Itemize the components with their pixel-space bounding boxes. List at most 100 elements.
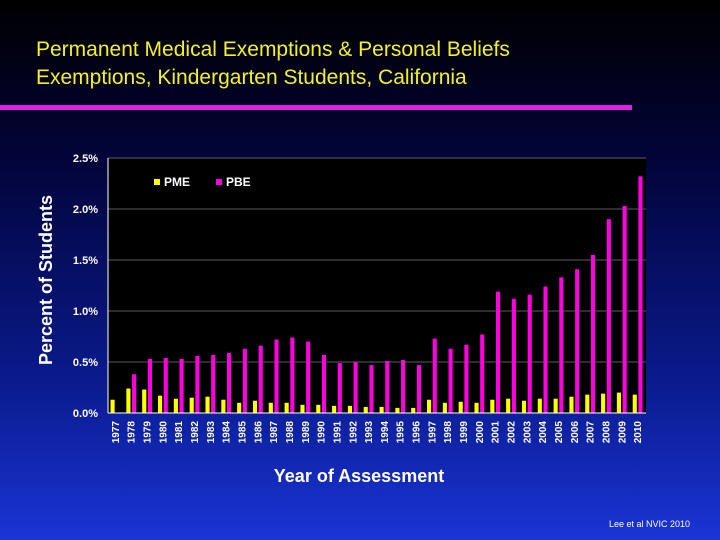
x-tick-label: 1984 bbox=[222, 421, 233, 444]
legend-swatch bbox=[154, 179, 160, 185]
source-citation: Lee et al NVIC 2010 bbox=[608, 519, 690, 529]
bar-pbe bbox=[179, 358, 184, 413]
bar-pme bbox=[158, 395, 163, 413]
bar-pbe bbox=[495, 291, 501, 413]
axes bbox=[107, 158, 646, 414]
bar-pbe bbox=[242, 348, 247, 413]
legend-swatch bbox=[216, 179, 222, 185]
x-tick-label: 1992 bbox=[348, 421, 359, 444]
y-tick-label: 1.0% bbox=[73, 306, 98, 318]
x-tick-label: 1977 bbox=[111, 421, 122, 444]
bar-pme bbox=[173, 398, 178, 413]
y-tick-labels: 0.0% 0.5% 1.0% 1.5% 2.0% 2.5% bbox=[73, 153, 98, 420]
bar-pme bbox=[632, 394, 637, 413]
x-tick-label: 2005 bbox=[554, 421, 565, 444]
bar-pbe bbox=[638, 176, 643, 413]
bar-pme bbox=[395, 407, 400, 413]
x-tick-label: 1990 bbox=[317, 421, 328, 444]
bar-pbe bbox=[306, 341, 311, 413]
bar-pbe bbox=[211, 354, 216, 413]
bar-pme bbox=[332, 405, 337, 413]
bar-pme bbox=[585, 394, 590, 413]
bar-pbe bbox=[132, 374, 137, 413]
slide-title-line-2: Exemptions, Kindergarten Students, Calif… bbox=[36, 66, 467, 89]
bars bbox=[110, 176, 643, 413]
bar-pme bbox=[284, 402, 289, 413]
bar-pbe bbox=[321, 354, 327, 413]
x-tick-label: 2008 bbox=[601, 421, 612, 444]
bar-pme bbox=[363, 406, 368, 413]
bar-pme bbox=[601, 393, 606, 413]
bar-pbe bbox=[195, 355, 200, 413]
x-tick-label: 1991 bbox=[332, 421, 343, 444]
legend-label: PME bbox=[164, 175, 190, 189]
bar-pbe bbox=[448, 348, 453, 413]
plot-area bbox=[108, 158, 646, 413]
bar-pbe bbox=[226, 352, 232, 413]
slide-title: Permanent Medical Exemptions & Personal … bbox=[36, 36, 510, 92]
bar-pbe bbox=[480, 334, 485, 413]
x-tick-label: 1995 bbox=[396, 421, 407, 444]
bar-pme bbox=[474, 402, 479, 413]
bar-pme bbox=[252, 400, 258, 413]
x-tick-label: 1986 bbox=[253, 421, 264, 444]
y-tick-label: 2.5% bbox=[73, 153, 98, 165]
bar-pbe bbox=[290, 337, 295, 413]
x-tick-label: 2010 bbox=[633, 421, 644, 444]
bar-pme bbox=[506, 398, 511, 413]
bar-pme bbox=[537, 398, 542, 413]
bar-pbe bbox=[606, 219, 611, 413]
bar-pbe bbox=[385, 360, 390, 413]
legend: PME PBE bbox=[154, 175, 251, 189]
bar-pbe bbox=[369, 365, 374, 413]
x-tick-label: 1997 bbox=[427, 421, 438, 444]
x-tick-label: 2002 bbox=[507, 421, 518, 444]
bar-pme bbox=[553, 398, 558, 413]
bar-pme bbox=[221, 399, 226, 413]
x-tick-label: 1987 bbox=[269, 421, 280, 444]
y-tick-label: 0.5% bbox=[73, 357, 98, 369]
x-tick-label: 1999 bbox=[459, 421, 470, 444]
x-tick-label: 1982 bbox=[190, 421, 201, 444]
y-tick-label: 1.5% bbox=[73, 255, 98, 267]
bar-pme bbox=[316, 404, 321, 413]
bar-pme bbox=[379, 406, 384, 413]
x-tick-label: 1996 bbox=[412, 421, 423, 444]
x-tick-label: 1998 bbox=[443, 421, 454, 444]
x-tick-label: 1978 bbox=[127, 421, 138, 444]
bar-pbe bbox=[543, 286, 548, 413]
bar-pbe bbox=[274, 339, 279, 413]
y-tick-label: 0.0% bbox=[73, 408, 98, 420]
bar-pbe bbox=[622, 205, 627, 413]
bar-pbe bbox=[401, 359, 406, 413]
x-tick-labels: 1977 1978 1979 1980 1981 1982 1983 1984 1985 1986… bbox=[111, 421, 644, 444]
x-tick-label: 1979 bbox=[143, 421, 154, 444]
bar-pbe bbox=[258, 345, 263, 413]
bar-pbe bbox=[590, 254, 596, 413]
bar-pme bbox=[300, 404, 305, 413]
bar-pme bbox=[126, 388, 131, 413]
bar-pbe bbox=[432, 338, 437, 413]
bar-pme bbox=[268, 402, 273, 413]
bar-pme bbox=[427, 399, 432, 413]
bar-pbe bbox=[575, 269, 580, 413]
x-tick-label: 2003 bbox=[522, 421, 533, 444]
x-tick-label: 2006 bbox=[570, 421, 581, 444]
bar-pme bbox=[347, 405, 352, 413]
x-tick-label: 1989 bbox=[301, 421, 312, 444]
x-tick-label: 1994 bbox=[380, 421, 391, 444]
bar-pbe bbox=[147, 358, 152, 413]
legend-label: PBE bbox=[226, 175, 251, 189]
bar-pme bbox=[490, 399, 495, 413]
bar-pbe bbox=[559, 277, 564, 413]
bar-pbe bbox=[511, 298, 516, 413]
bar-pme bbox=[616, 392, 621, 413]
x-tick-label: 2000 bbox=[475, 421, 486, 444]
bar-pme bbox=[237, 402, 242, 413]
bar-pme bbox=[569, 396, 574, 413]
x-tick-label: 1985 bbox=[238, 421, 249, 444]
x-tick-label: 1983 bbox=[206, 421, 217, 444]
y-axis-label: Percent of Students bbox=[36, 195, 56, 365]
x-tick-label: 2001 bbox=[491, 421, 502, 444]
y-tick-label: 2.0% bbox=[73, 204, 98, 216]
